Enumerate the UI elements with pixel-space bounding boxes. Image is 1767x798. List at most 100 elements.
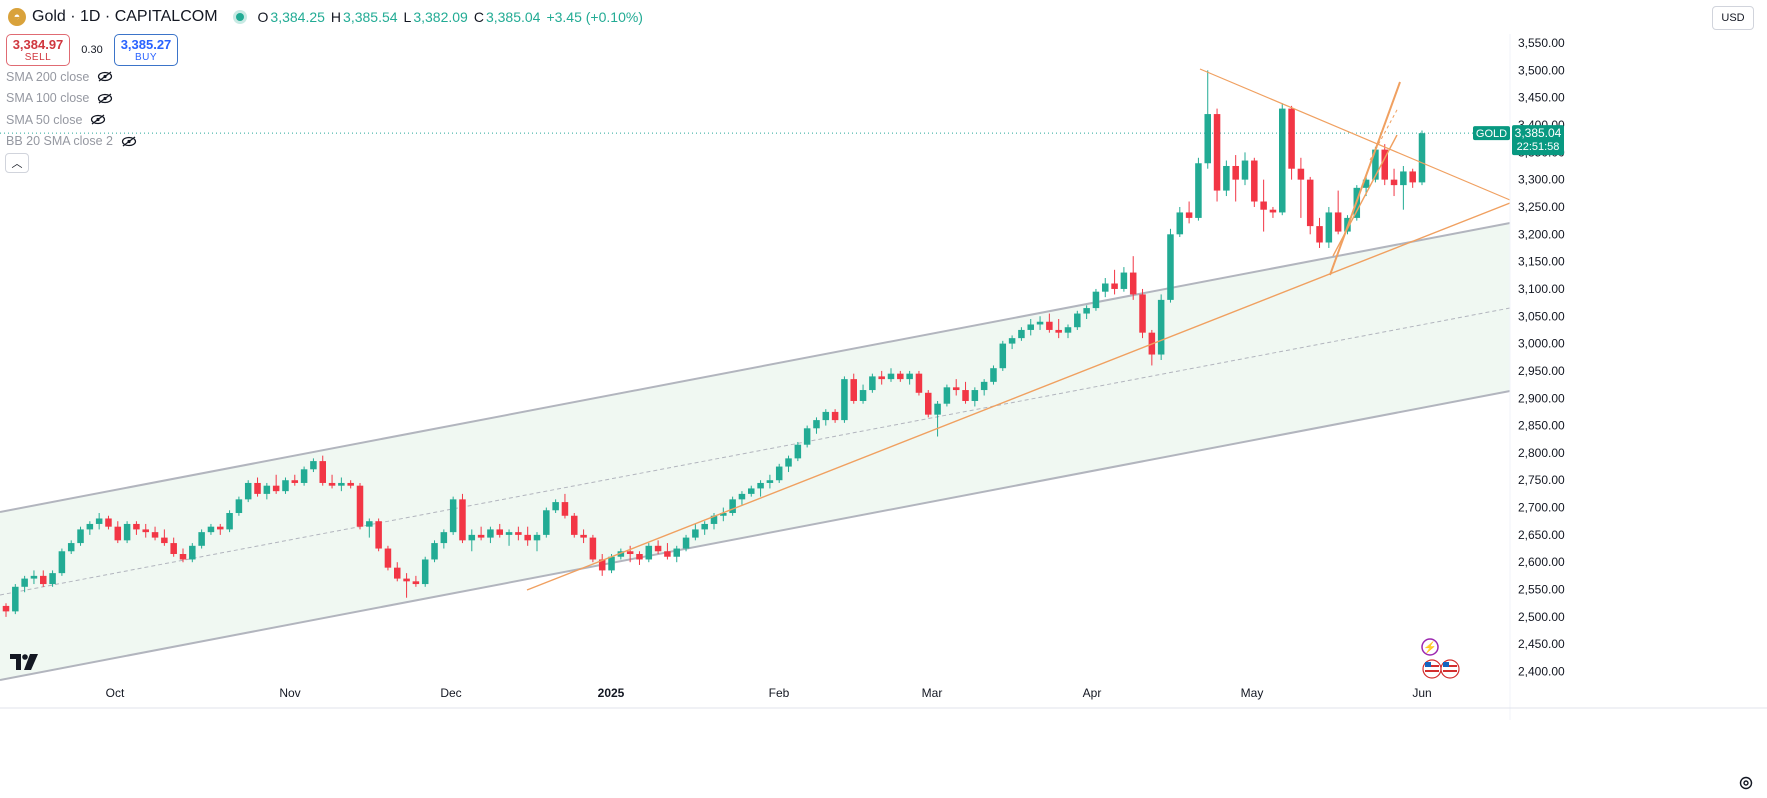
candle-body [1241, 160, 1249, 180]
candle-body [775, 466, 783, 481]
ohlc-open: O 3,384.25 [257, 9, 325, 25]
buy-label: BUY [134, 52, 158, 63]
candle-body [850, 379, 857, 401]
candle-body [1372, 149, 1379, 180]
candle-body [403, 578, 410, 582]
y-tick-label: 3,100.00 [1518, 282, 1565, 296]
candle-body [58, 551, 66, 574]
candle-body [12, 586, 19, 612]
x-tick-label: Mar [922, 686, 943, 700]
buy-button[interactable]: 3,385.27 BUY [114, 34, 178, 66]
eye-hidden-icon[interactable] [97, 93, 113, 104]
candle-body [235, 499, 243, 514]
y-tick-label: 3,550.00 [1518, 36, 1565, 50]
eye-hidden-icon[interactable] [97, 71, 113, 82]
indicator-legend: SMA 200 close SMA 100 close SMA 50 close… [6, 66, 137, 152]
candle-body [282, 480, 289, 492]
price-change: +3.45 (+0.10%) [546, 9, 643, 25]
market-open-indicator [235, 13, 244, 21]
eye-hidden-icon[interactable] [121, 136, 137, 147]
price-tag [1512, 125, 1564, 156]
indicator-sma100[interactable]: SMA 100 close [6, 88, 137, 110]
indicator-sma200[interactable]: SMA 200 close [6, 66, 137, 88]
candle-body [729, 499, 736, 514]
candle-body [1064, 327, 1072, 333]
candle-body [319, 461, 326, 483]
candle-body [1120, 272, 1128, 289]
candle-body [244, 482, 252, 500]
candle-body [1297, 168, 1305, 180]
candle-body [95, 518, 103, 524]
y-tick-label: 3,250.00 [1518, 200, 1565, 214]
candle-body [1306, 179, 1314, 227]
candle-body [440, 532, 448, 544]
tradingview-logo-icon[interactable] [10, 654, 38, 675]
candle-body [375, 521, 382, 549]
sell-label: SELL [24, 52, 52, 63]
candle-body [897, 373, 904, 380]
candle-body [356, 485, 364, 527]
candle-body [561, 502, 569, 516]
y-tick-label: 2,500.00 [1518, 610, 1565, 624]
candle-body [906, 373, 913, 380]
symbol-title[interactable]: Gold · 1D · CAPITALCOM [32, 8, 218, 25]
candle-body [496, 529, 503, 535]
candle-body [1223, 165, 1230, 191]
candle-body [1102, 283, 1109, 292]
candle-body [710, 515, 718, 524]
gear-icon[interactable] [1738, 775, 1754, 791]
candle-body [822, 411, 830, 421]
y-tick-label: 3,300.00 [1518, 173, 1565, 187]
candle-body [664, 551, 671, 557]
candle-body [515, 532, 522, 535]
currency-selector[interactable]: USD [1712, 6, 1754, 30]
candle-body [67, 543, 75, 552]
channel-lower-line [0, 390, 1511, 681]
candle-body [682, 537, 690, 549]
candle-body [338, 482, 345, 486]
candle-body [1055, 329, 1062, 333]
trade-panel: 3,384.97 SELL 0.30 3,385.27 BUY [6, 34, 178, 66]
candle-body [161, 537, 168, 544]
candle-body [990, 368, 997, 382]
y-tick-label: 2,650.00 [1518, 528, 1565, 542]
x-tick-label: May [1241, 686, 1264, 700]
candle-body [645, 545, 653, 560]
candle-body [2, 605, 10, 612]
candle-body [757, 482, 764, 489]
indicator-sma50[interactable]: SMA 50 close [6, 109, 137, 131]
channel-upper-line [0, 222, 1511, 513]
candle-body [869, 376, 876, 391]
flash-event-icon [1421, 638, 1439, 656]
collapse-legend-button[interactable]: ︿ [5, 153, 29, 173]
candle-body [580, 534, 587, 538]
chevron-up-icon: ︿ [11, 158, 23, 170]
channel-fill [0, 223, 1510, 680]
y-tick-label: 2,450.00 [1518, 637, 1565, 651]
candle-body [1176, 212, 1184, 235]
candle-body [738, 493, 746, 500]
candle-body [533, 534, 541, 541]
indicator-bb20[interactable]: BB 20 SMA close 2 [6, 131, 137, 153]
candle-body [40, 575, 47, 585]
candle-body [794, 444, 802, 459]
candle-body [999, 343, 1007, 369]
x-tick-label: Oct [106, 686, 125, 700]
trend-line [1332, 134, 1398, 257]
candle-body [962, 390, 969, 401]
y-tick-label: 3,500.00 [1518, 63, 1565, 77]
candle-body [571, 515, 578, 535]
candle-body [1251, 160, 1258, 202]
eye-hidden-icon[interactable] [90, 114, 106, 125]
candle-body [217, 526, 224, 530]
candle-body [1400, 171, 1407, 186]
buy-price: 3,385.27 [120, 37, 172, 52]
candle-body [30, 575, 38, 579]
x-tick-label: Jun [1412, 686, 1431, 700]
trend-line [526, 202, 1511, 591]
trend-line [1199, 68, 1511, 201]
candle-body [114, 526, 122, 541]
sell-button[interactable]: 3,384.97 SELL [6, 34, 70, 66]
candle-body [859, 390, 867, 401]
